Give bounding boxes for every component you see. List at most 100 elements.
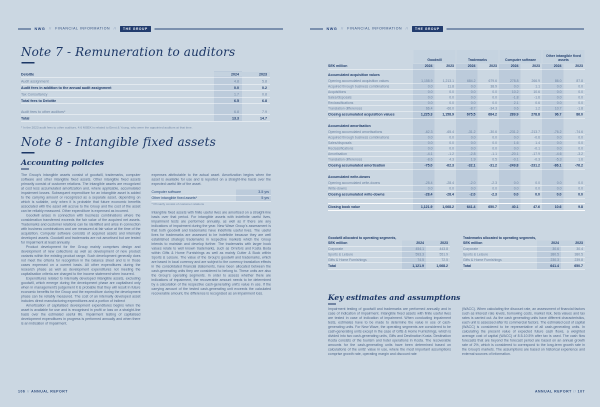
table-row: Corporate 30.6 30.4 xyxy=(463,247,585,252)
goodwill-2024: 0.0 xyxy=(427,141,433,145)
trademarks-2024: 0.0 xyxy=(470,146,476,151)
useful-life-table: Computer software 3-5 yrs Other intangib… xyxy=(151,189,271,202)
page-footer: ANNUAL REPORT // 107 xyxy=(535,390,585,394)
row-label: Amortisation xyxy=(328,152,347,156)
software-2024: 0.0 xyxy=(513,181,519,185)
year-header: 2024 xyxy=(402,240,426,246)
row-label: Closing accumulated acquisition values xyxy=(328,113,395,117)
unit-label: SEK million xyxy=(328,241,348,246)
current-year-column-band xyxy=(413,64,435,211)
heading-underline xyxy=(328,303,336,305)
breadcrumb-divider: // xyxy=(340,27,344,31)
goodwill-2024: 1,225.3 xyxy=(420,113,433,117)
accounting-policies-heading: Accounting policies xyxy=(21,158,104,170)
note7-auditors-table: Deloitte 2024 2023 Audit assignment 4.8 … xyxy=(21,71,270,122)
paragraph: Goodwill arises in connection with busin… xyxy=(21,214,141,245)
year-header-row: SEK million 2024 2023 2024 2023 2024 202… xyxy=(328,63,585,70)
value-2023: 380.5 xyxy=(574,252,583,257)
goodwill-2024: -28.4 xyxy=(424,193,433,197)
row-label: Audit fees in addition to the annual aud… xyxy=(21,85,112,90)
software-2024: -249.8 xyxy=(508,164,519,168)
policy-column-2: expenses attributable to the actual asse… xyxy=(151,173,272,326)
other-2024: 10.7 xyxy=(554,106,562,111)
software-2024: -231.2 xyxy=(508,130,519,134)
table-row: Sales/disposals 0.0 0.0 0.0 0.0 1.6 1.4 … xyxy=(328,141,585,146)
year-header: 2023 xyxy=(426,240,450,246)
software-2023: 0.0 xyxy=(535,181,540,185)
trademarks-2024: 0.0 xyxy=(470,84,476,89)
trademarks-2023: 0.0 xyxy=(492,146,497,151)
other-2023: 87.8 xyxy=(576,79,583,83)
other-2024: 0.0 xyxy=(556,141,562,145)
goodwill-2024: 0.0 xyxy=(427,186,433,191)
intangibles-table-body: Accumulated acquisition values Opening a… xyxy=(328,72,585,211)
trademarks-2024: 1.9 xyxy=(470,157,476,162)
trademarks-2023: 684.2 xyxy=(488,113,497,117)
goodwill-2023: 0.0 xyxy=(449,141,454,145)
segment-label: Sports & Leisure xyxy=(328,252,354,257)
software-2023: -1.6 xyxy=(534,95,540,100)
useful-life-value: 3-5 yrs xyxy=(236,189,271,195)
table-row: Accumulated acquisition values xyxy=(328,72,585,79)
value-2023: 1,068.2 xyxy=(436,264,448,268)
table-row: Sports & Leisure 593.3 551.9 xyxy=(328,252,450,258)
paragraph: The Group's intangible assets consist of… xyxy=(21,173,141,214)
other-2023: 0.0 xyxy=(578,95,583,100)
segment-label: Total xyxy=(463,264,472,268)
software-2023: 0.0 xyxy=(535,186,540,191)
row-label: Deloitte xyxy=(21,72,35,77)
table-row: Total fees to Deloitte 6.5 6.8 xyxy=(21,98,270,104)
software-2024: -20.1 xyxy=(510,152,519,156)
year-header: 2024 xyxy=(424,64,433,68)
other-2024: 0.0 xyxy=(556,146,562,151)
goodwill-2024: 0.0 xyxy=(427,90,433,94)
trademarks-2023: 679.6 xyxy=(488,79,497,83)
goodwill-2023: 4.3 xyxy=(449,157,454,162)
row-label: Closing book value xyxy=(328,205,361,209)
other-2024: 0.0 xyxy=(556,193,562,197)
other-2023: 86.0 xyxy=(576,113,583,117)
unit-label: SEK million xyxy=(463,241,483,246)
key-estimates-column-2: (WACC). When calculating the discount ra… xyxy=(462,307,585,357)
goodwill-2024: 0.0 xyxy=(427,135,433,140)
trademarks-2024: 0.0 xyxy=(470,90,476,94)
goodwill-2024: -62.3 xyxy=(424,130,433,134)
group-badge: THE GROUP xyxy=(120,26,151,32)
brand-label: NWG xyxy=(326,26,338,32)
table-row: Acquired through business combinations 0… xyxy=(328,84,585,90)
trademarks-2024: -31.2 xyxy=(467,130,476,134)
row-label: Audit assignment xyxy=(21,78,49,84)
software-2024: 289.9 xyxy=(509,113,519,117)
segment-label: Sports & Leisure xyxy=(463,252,489,257)
table-row: Reclassifications 0.0 0.0 0.0 0.0 0.0 -0… xyxy=(328,146,585,152)
current-year-column-band xyxy=(542,64,564,211)
year-header: 2023 xyxy=(242,72,270,77)
software-2023: 266.9 xyxy=(531,79,540,83)
table-header-row: Deloitte 2024 2023 xyxy=(21,71,270,78)
goodwill-2024: -75.0 xyxy=(424,164,433,168)
software-2023: 1.2 xyxy=(535,106,540,111)
value-2024: 0.0 xyxy=(234,85,239,90)
value-2024: 6.5 xyxy=(234,98,239,103)
software-2024: 1.6 xyxy=(513,141,519,145)
trademarks-2024: 0.0 xyxy=(470,135,476,140)
software-2023: 10.6 xyxy=(533,90,540,94)
other-2024: -5.3 xyxy=(555,157,562,162)
paragraph: expenses attributable to the actual asse… xyxy=(151,173,272,187)
goodwill-2024: -4.1 xyxy=(426,152,433,156)
breadcrumb-rule xyxy=(446,28,584,30)
table-row: Acquisitions 0.0 0.0 0.0 0.0 10.2 10.6 0… xyxy=(328,90,585,95)
year-header: 2024 xyxy=(510,64,519,68)
software-2024: 0.0 xyxy=(513,84,519,89)
year-header: 2024 xyxy=(553,64,562,68)
note7-table-body: Audit assignment 4.8 5.8 Audit fees in a… xyxy=(21,78,270,122)
software-2024: 0.0 xyxy=(513,146,519,151)
trademarks-2023: 0.5 xyxy=(492,157,497,162)
right-page: NWG // FINANCIAL INFORMATION // THE GROU… xyxy=(300,0,600,407)
row-label: Write-downs xyxy=(328,186,347,191)
row-label: Translation differences xyxy=(328,106,363,111)
software-2023: -0.1 xyxy=(534,146,540,151)
software-2024: 2.1 xyxy=(513,101,519,105)
policy-column-2-intro: expenses attributable to the actual asse… xyxy=(152,173,272,187)
value-2023: 0.2 xyxy=(262,85,267,90)
